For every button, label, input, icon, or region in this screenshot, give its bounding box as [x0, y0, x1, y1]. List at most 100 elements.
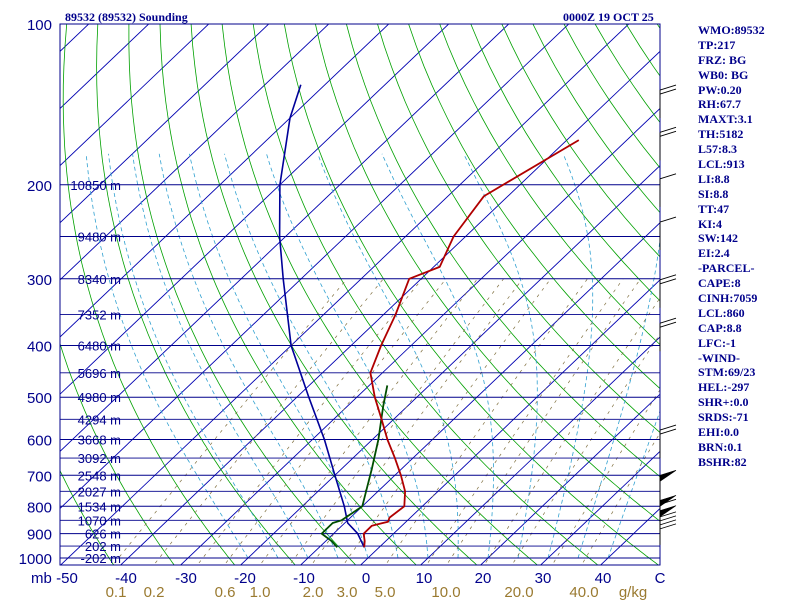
wind-barb	[659, 470, 677, 504]
mixing-ratio-line	[153, 278, 384, 565]
dry-adiabat-line	[283, 24, 660, 565]
plot-frame	[59, 23, 661, 566]
wind-barb-flag	[659, 126, 677, 133]
temperature-tick-label: 10	[416, 570, 433, 587]
indices-panel: WMO:89532 TP:217 FRZ: BG WB0: BG PW:0.20 RH:6…	[698, 23, 798, 470]
index-item: MAXT:3.1	[698, 112, 753, 127]
pressure-tick-label: 600	[27, 433, 52, 450]
pressure-tick-label: 700	[27, 468, 52, 485]
dry-adiabat-line	[62, 24, 236, 565]
wind-barb	[659, 511, 677, 545]
index-item: HEL:-297	[698, 380, 750, 395]
dry-adiabat-line	[315, 24, 660, 522]
mixing-ratio-unit-label: g/kg	[619, 584, 647, 600]
dry-adiabat-line	[159, 24, 417, 565]
isotherm-line	[539, 450, 660, 565]
wind-barb	[659, 216, 677, 251]
pressure-tick-label: 900	[27, 527, 52, 544]
index-item: TP:217	[698, 37, 736, 52]
index-item: TH:5182	[698, 127, 744, 142]
wind-barb-flag	[659, 84, 677, 91]
index-item: SW:142	[698, 231, 739, 246]
moist-adiabat-line	[158, 153, 339, 559]
index-item: SRDS:-71	[698, 410, 749, 425]
index-item: EI:2.4	[698, 246, 730, 261]
height-label: 4294 m	[78, 412, 121, 427]
wind-barb-flag	[659, 511, 677, 518]
isotherm-line	[0, 20, 33, 570]
mixing-ratio-line	[311, 278, 523, 565]
mixing-ratio-line	[259, 278, 478, 565]
wind-barb	[659, 274, 677, 308]
wind-barb-flag	[659, 88, 677, 95]
wind-barb-flag	[659, 321, 677, 328]
moist-adiabat-line	[266, 153, 429, 559]
wind-barb	[659, 173, 677, 207]
parcel-path-line	[278, 84, 365, 548]
isotherm-line	[60, 24, 270, 224]
isotherm-line	[479, 393, 660, 565]
mixing-ratio-line	[223, 278, 447, 565]
pressure-tick-label: 400	[27, 339, 52, 356]
pressure-tick-label: 300	[27, 272, 52, 289]
index-item: -PARCEL-	[698, 261, 755, 276]
height-label: -202 m	[81, 551, 121, 566]
isotherm-line	[119, 50, 660, 565]
mixing-ratio-line	[446, 278, 641, 565]
mixing-ratio-tick-label: 3.0	[337, 584, 358, 600]
index-item: LFC:-1	[698, 335, 736, 350]
isotherm-line	[359, 279, 660, 565]
wind-barb-flag	[659, 498, 677, 505]
index-item: BRN:0.1	[698, 439, 743, 454]
pressure-tick-label: 100	[27, 17, 52, 34]
mixing-ratio-tick-label: 5.0	[375, 584, 396, 600]
wind-barb-flag	[659, 278, 677, 285]
mixing-ratio-line	[511, 333, 660, 565]
isotherm-line	[60, 24, 150, 110]
height-label: 8340 m	[78, 272, 121, 287]
height-label: 6480 m	[78, 339, 121, 354]
dry-adiabat-line	[60, 469, 115, 565]
height-label: 7352 m	[78, 308, 121, 323]
wind-barb-flag	[659, 519, 677, 526]
height-label: 4980 m	[78, 390, 121, 405]
temperature-tick-label: -20	[234, 570, 256, 587]
index-item: LCL:860	[698, 305, 745, 320]
wind-barb-flag	[659, 274, 677, 281]
mixing-ratio-line	[426, 278, 624, 565]
isotherm-line	[60, 24, 630, 565]
pressure-tick-label: 200	[27, 178, 52, 195]
dry-adiabat-line	[190, 24, 478, 565]
temperature-tick-label: C	[655, 570, 666, 587]
wind-barb-flag	[659, 317, 677, 324]
wind-barb-pennant	[659, 470, 677, 482]
index-item: CAP:8.8	[698, 320, 742, 335]
dry-adiabat-line	[377, 24, 660, 433]
mixing-ratio-tick-label: 0.1	[106, 584, 127, 600]
pressure-unit-label: mb	[31, 570, 52, 587]
dry-adiabat-line	[439, 24, 660, 346]
mixing-ratio-tick-label: 20.0	[504, 584, 533, 600]
height-label: 1070 m	[78, 513, 121, 528]
index-item: TT:47	[698, 201, 730, 216]
height-label: 626 m	[85, 527, 121, 542]
height-label: 2548 m	[78, 468, 121, 483]
dry-adiabat-line	[252, 24, 599, 565]
wind-barb-flag	[659, 523, 677, 530]
mixing-ratio-line	[196, 278, 423, 565]
dewpoint-profile-line	[320, 385, 389, 548]
data-layer	[278, 84, 580, 548]
moist-adiabat-line	[607, 409, 660, 559]
isotherm-line	[60, 24, 570, 510]
index-item: LCL:913	[698, 157, 745, 172]
index-item: STM:69/23	[698, 365, 756, 380]
wind-barb-flag	[659, 428, 677, 435]
index-item: EHI:0.0	[698, 425, 740, 440]
temperature-tick-label: -10	[293, 570, 315, 587]
isotherm-line	[60, 24, 330, 281]
index-item: PW:0.20	[698, 82, 742, 97]
wind-barb-flag	[659, 130, 677, 137]
isotherm-line	[60, 24, 450, 395]
